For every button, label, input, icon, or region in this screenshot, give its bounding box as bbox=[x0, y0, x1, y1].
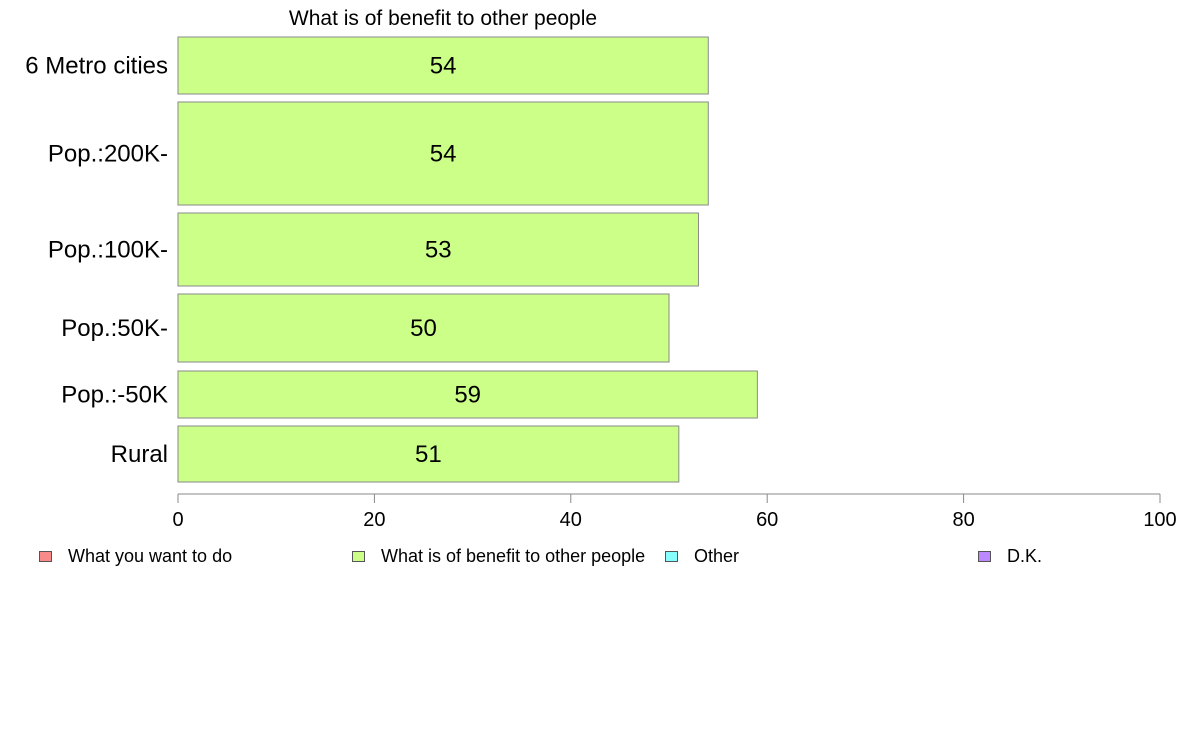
bar-value-label: 50 bbox=[410, 315, 437, 342]
category-label: Pop.:200K- bbox=[48, 141, 168, 168]
bar-value-label: 54 bbox=[430, 141, 457, 168]
legend-label: What is of benefit to other people bbox=[381, 546, 646, 566]
bar-value-label: 53 bbox=[425, 237, 452, 264]
category-label: Pop.:100K- bbox=[48, 237, 168, 264]
legend-item: D.K. bbox=[978, 546, 1042, 567]
legend-swatch bbox=[978, 551, 991, 562]
legend-item: Other bbox=[665, 546, 739, 567]
x-tick-label: 40 bbox=[560, 509, 582, 531]
bars-layer: 54 6 Metro cities 54 Pop.:200K- 53 Pop.:100K-… bbox=[25, 36, 758, 483]
chart-title: What is of benefit to other people bbox=[289, 7, 597, 30]
x-tick-label: 20 bbox=[363, 509, 385, 531]
bar bbox=[177, 425, 680, 483]
legend-swatch bbox=[352, 551, 365, 562]
category-label: 6 Metro cities bbox=[25, 53, 168, 80]
bar-value-label: 59 bbox=[454, 382, 481, 409]
category-label: Pop.:50K- bbox=[61, 315, 168, 342]
x-tick-label: 60 bbox=[756, 509, 778, 531]
bar bbox=[177, 101, 709, 206]
legend-label: What you want to do bbox=[68, 546, 233, 566]
bar bbox=[177, 293, 670, 363]
bar-value-label: 54 bbox=[430, 53, 457, 80]
legend-item: What is of benefit to other people bbox=[352, 546, 645, 567]
x-tick-label: 0 bbox=[172, 509, 183, 531]
legend-swatch bbox=[665, 551, 678, 562]
x-tick-label: 80 bbox=[952, 509, 974, 531]
x-axis: 0 20 40 60 80 100 bbox=[172, 493, 1177, 531]
legend-item: What you want to do bbox=[39, 546, 232, 567]
legend-label: Other bbox=[694, 546, 740, 566]
legend: What you want to do What is of benefit to… bbox=[0, 546, 1188, 570]
bar-value-label: 51 bbox=[415, 441, 442, 468]
legend-label: D.K. bbox=[1007, 546, 1043, 566]
bar bbox=[177, 36, 709, 95]
legend-swatch bbox=[39, 551, 52, 562]
bar bbox=[177, 370, 758, 419]
category-label: Rural bbox=[111, 441, 168, 468]
bar bbox=[177, 212, 699, 287]
category-label: Pop.:-50K bbox=[61, 382, 168, 409]
x-tick-label: 100 bbox=[1143, 509, 1176, 531]
